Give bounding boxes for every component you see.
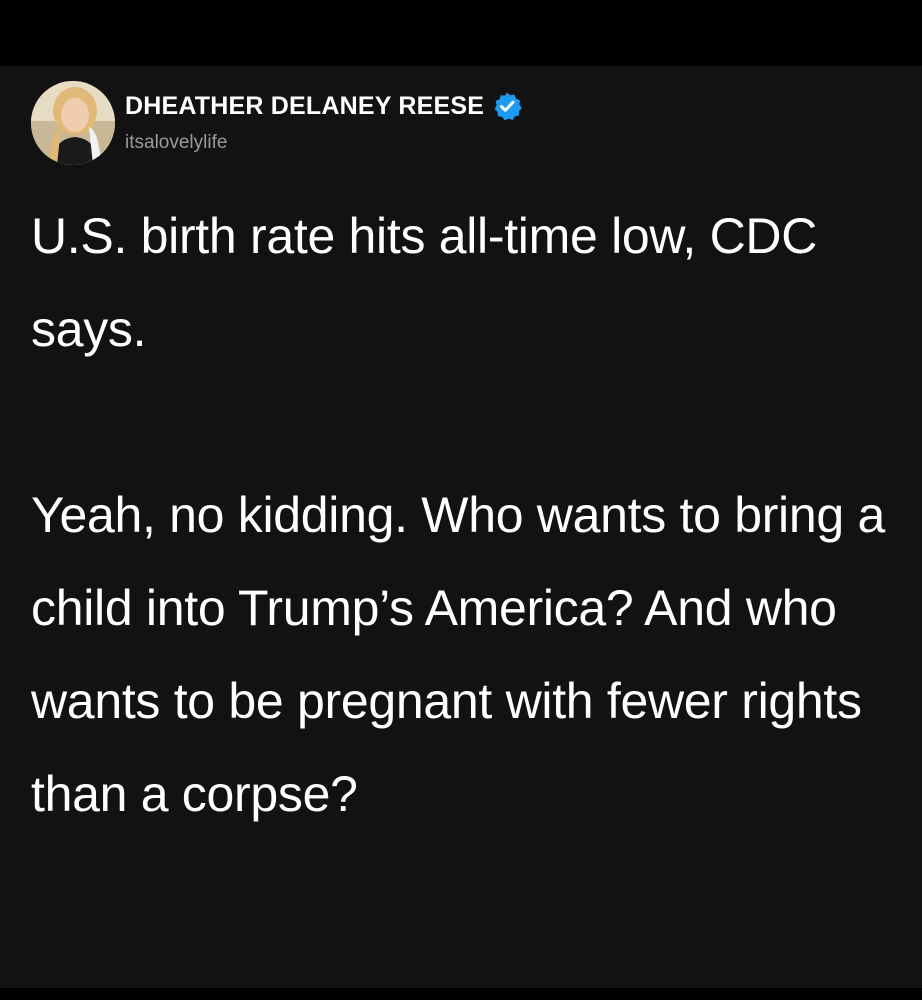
author-handle[interactable]: itsalovelylife	[125, 132, 228, 153]
verified-badge-icon	[492, 91, 522, 121]
post-body: U.S. birth rate hits all-time low, CDC s…	[31, 190, 901, 841]
avatar[interactable]	[31, 81, 115, 165]
post-card: DHEATHER DELANEY REESE itsalovelylife U.…	[0, 66, 922, 988]
post-paragraph: U.S. birth rate hits all-time low, CDC s…	[31, 208, 818, 357]
post-paragraph: Yeah, no kidding. Who wants to bring a c…	[31, 487, 885, 822]
profile-photo-icon	[31, 81, 115, 165]
author-name-text[interactable]: DHEATHER DELANEY REESE	[125, 91, 485, 120]
author-name[interactable]: DHEATHER DELANEY REESE	[125, 90, 522, 122]
